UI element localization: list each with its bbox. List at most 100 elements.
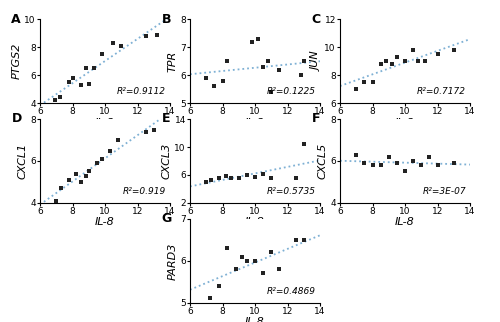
X-axis label: IL-8: IL-8 xyxy=(245,118,265,128)
Point xyxy=(259,171,267,176)
Point xyxy=(72,171,80,176)
Point xyxy=(276,267,283,272)
Y-axis label: CXCL1: CXCL1 xyxy=(18,143,28,179)
Point xyxy=(50,98,58,103)
Point xyxy=(224,246,232,251)
Point xyxy=(215,176,223,181)
Point xyxy=(117,43,125,48)
Point xyxy=(114,137,122,143)
X-axis label: IL-8: IL-8 xyxy=(245,317,265,322)
Point xyxy=(238,254,246,259)
Point xyxy=(450,47,458,52)
Point xyxy=(52,198,60,204)
Point xyxy=(300,237,308,242)
Point xyxy=(267,89,275,94)
X-axis label: IL-8: IL-8 xyxy=(395,118,415,128)
Text: C: C xyxy=(312,13,320,26)
Y-axis label: CXCL5: CXCL5 xyxy=(318,143,328,179)
Point xyxy=(142,129,150,134)
Point xyxy=(82,66,90,71)
Point xyxy=(248,39,256,44)
Point xyxy=(150,127,158,132)
Point xyxy=(142,33,150,39)
Point xyxy=(352,87,360,92)
Point xyxy=(414,59,422,64)
Point xyxy=(388,62,396,67)
Point xyxy=(385,154,393,159)
Point xyxy=(376,163,384,168)
Text: E: E xyxy=(162,112,170,126)
Point xyxy=(210,84,218,89)
Point xyxy=(84,81,93,86)
Point xyxy=(57,185,65,191)
Point xyxy=(207,177,215,182)
Point xyxy=(218,78,226,83)
Point xyxy=(409,158,417,164)
Y-axis label: TPR: TPR xyxy=(168,51,177,72)
Point xyxy=(243,258,251,263)
Y-axis label: JUN: JUN xyxy=(312,51,322,71)
Point xyxy=(352,152,360,157)
Point xyxy=(376,62,384,67)
Point xyxy=(300,141,308,146)
Text: R²=3E-07: R²=3E-07 xyxy=(422,187,466,196)
Point xyxy=(434,163,442,168)
Text: R²=0.7172: R²=0.7172 xyxy=(417,87,466,96)
Point xyxy=(426,154,434,159)
X-axis label: IL-8: IL-8 xyxy=(245,217,265,227)
Point xyxy=(393,54,401,60)
Point xyxy=(76,82,84,88)
Point xyxy=(153,32,161,37)
Text: R²=0.9112: R²=0.9112 xyxy=(117,87,166,96)
Point xyxy=(235,176,243,181)
Point xyxy=(382,59,390,64)
Point xyxy=(206,296,214,301)
Text: G: G xyxy=(162,212,172,225)
Point xyxy=(224,59,232,64)
Point xyxy=(202,75,210,80)
Point xyxy=(368,80,376,85)
Point xyxy=(368,163,376,168)
X-axis label: IL-8: IL-8 xyxy=(95,217,115,227)
Point xyxy=(202,179,210,185)
Point xyxy=(56,95,64,100)
Point xyxy=(267,176,275,181)
Point xyxy=(264,59,272,64)
Text: D: D xyxy=(12,112,22,126)
Point xyxy=(296,72,304,78)
Point xyxy=(82,173,90,178)
Point xyxy=(276,67,283,72)
Point xyxy=(251,175,259,180)
Point xyxy=(84,169,93,174)
Point xyxy=(292,176,300,181)
Y-axis label: CXCL3: CXCL3 xyxy=(162,143,172,179)
Point xyxy=(401,59,409,64)
Point xyxy=(232,267,239,272)
Y-axis label: PARD3: PARD3 xyxy=(168,242,177,279)
Point xyxy=(259,271,267,276)
Point xyxy=(222,174,230,179)
Point xyxy=(360,161,368,166)
Text: A: A xyxy=(12,13,21,26)
Y-axis label: PTGS2: PTGS2 xyxy=(12,43,22,79)
Text: R²=0.919: R²=0.919 xyxy=(123,187,166,196)
Point xyxy=(300,59,308,64)
Text: R²=0.4869: R²=0.4869 xyxy=(267,287,316,296)
Point xyxy=(106,148,114,153)
Point xyxy=(450,161,458,166)
Point xyxy=(409,47,417,52)
Point xyxy=(76,179,84,185)
Point xyxy=(226,176,234,181)
Point xyxy=(393,161,401,166)
Point xyxy=(267,250,275,255)
Point xyxy=(259,64,267,69)
Point xyxy=(68,75,76,80)
Text: R²=0.5735: R²=0.5735 xyxy=(267,187,316,196)
X-axis label: IL-8: IL-8 xyxy=(395,217,415,227)
Point xyxy=(215,283,223,289)
Point xyxy=(292,237,300,242)
Point xyxy=(434,52,442,57)
Text: R²=0.1225: R²=0.1225 xyxy=(267,87,316,96)
Point xyxy=(98,52,106,57)
Point xyxy=(420,59,428,64)
